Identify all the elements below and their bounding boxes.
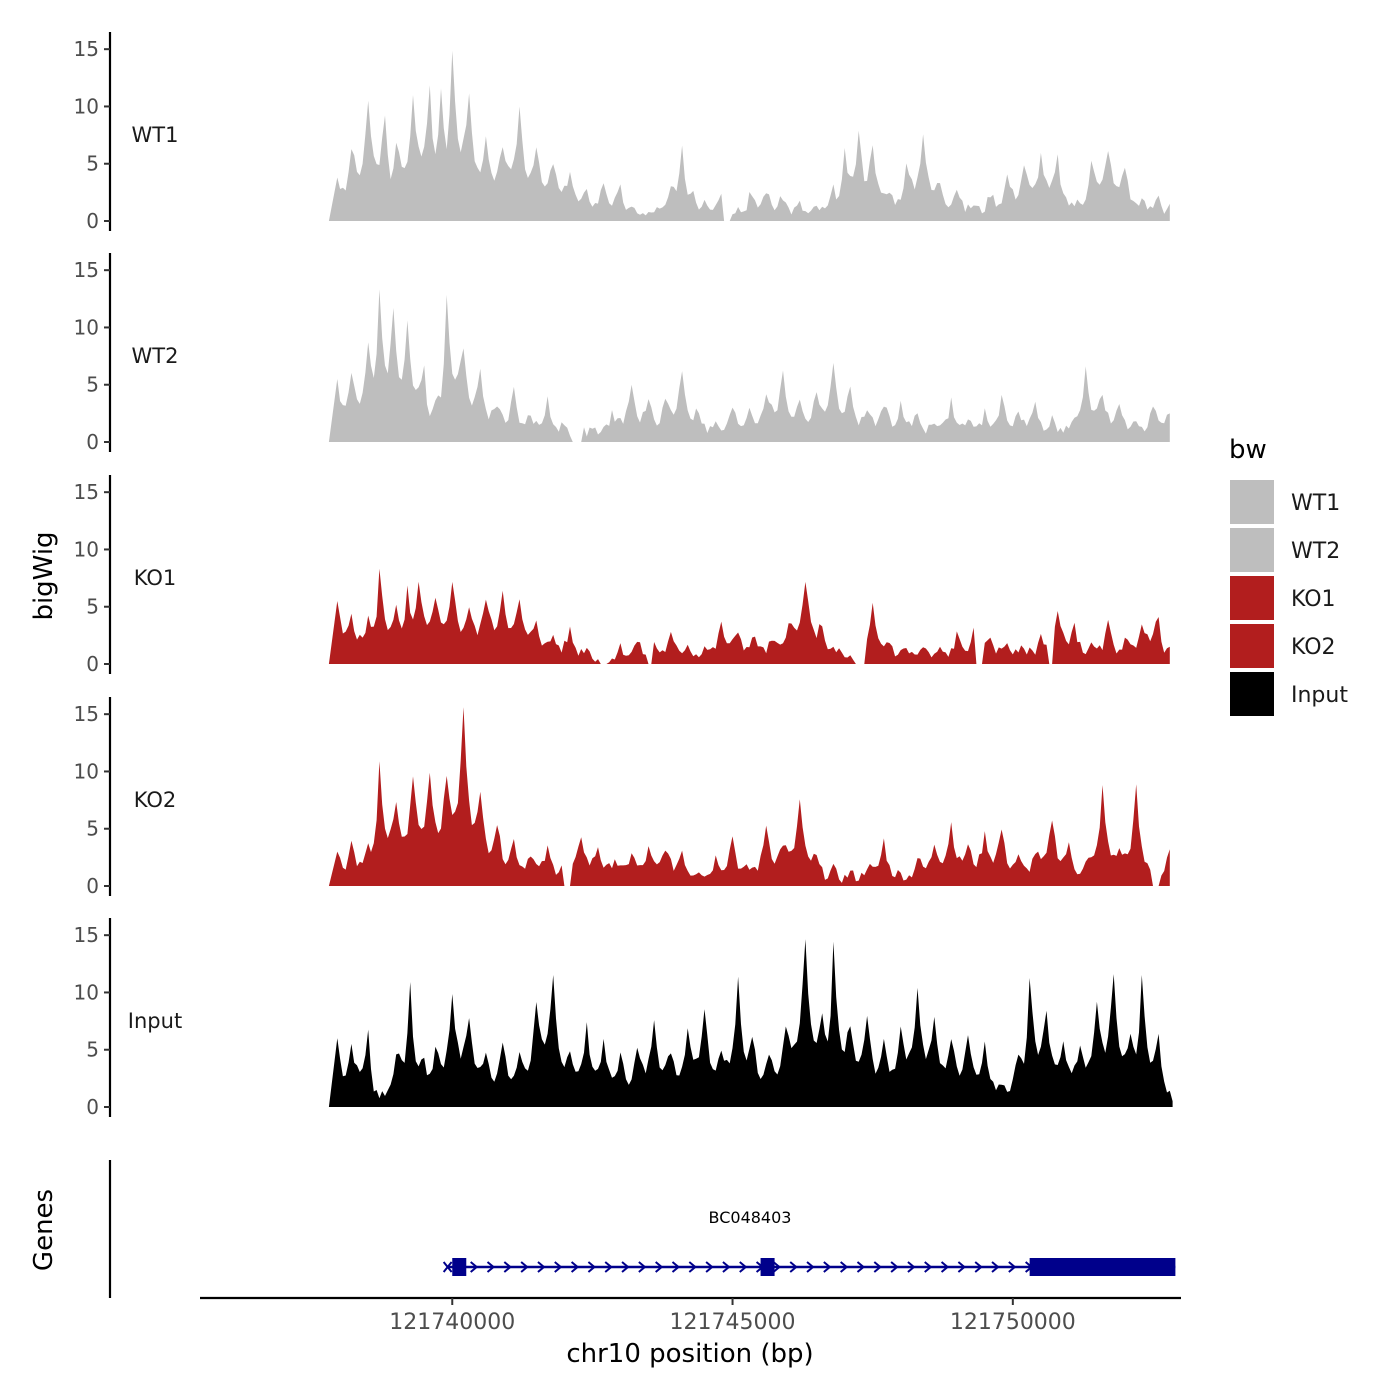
- track-ko2: 0 5 10 15 KO2: [74, 697, 1170, 898]
- y-tick-label: 15: [74, 258, 99, 282]
- y-tick-label: 0: [86, 209, 99, 233]
- legend-label: Input: [1291, 683, 1348, 708]
- x-axis: 121740000 121745000 121750000: [200, 1296, 1181, 1335]
- y-tick-label: 5: [86, 1038, 99, 1062]
- legend-label: WT2: [1291, 539, 1340, 564]
- strand-arrow: [621, 1261, 630, 1273]
- strand-arrow: [957, 1261, 966, 1273]
- strand-arrow: [671, 1261, 681, 1273]
- y-tick-label: 15: [74, 37, 99, 61]
- track-label: WT1: [132, 123, 179, 147]
- y-tick-label: 0: [86, 1095, 99, 1119]
- y-tick-label: 10: [74, 94, 99, 118]
- legend: bw WT1 WT2 KO1 KO2 Input: [1229, 435, 1348, 716]
- area-ko1: [328, 568, 1170, 664]
- strand-arrow: [537, 1261, 546, 1273]
- y-tick-label: 5: [86, 152, 99, 176]
- strand-arrow: [1008, 1261, 1017, 1273]
- strand-arrow: [940, 1261, 950, 1273]
- strand-arrow: [520, 1261, 529, 1273]
- area-wt2: [328, 289, 1170, 442]
- y-tick-label: 0: [86, 430, 99, 454]
- legend-label: KO2: [1291, 635, 1336, 660]
- legend-key-wt2: [1230, 528, 1274, 572]
- x-tick-label: 121745000: [670, 1310, 796, 1335]
- strand-arrow: [486, 1261, 496, 1273]
- legend-label: KO1: [1291, 587, 1336, 612]
- strand-arrow: [604, 1261, 613, 1273]
- track-wt2: 0 5 10 15 WT2: [74, 253, 1170, 454]
- strand-arrow: [924, 1261, 933, 1273]
- legend-title: bw: [1229, 435, 1267, 465]
- y-tick-label: 5: [86, 595, 99, 619]
- area-input: [328, 939, 1173, 1107]
- y-tick-label: 0: [86, 874, 99, 898]
- strand-arrow: [974, 1261, 983, 1273]
- y-tick-label: 0: [86, 652, 99, 676]
- track-label: Input: [128, 1009, 182, 1033]
- strand-arrow: [503, 1261, 512, 1273]
- strand-arrow: [470, 1261, 479, 1273]
- strand-arrow: [587, 1261, 596, 1273]
- legend-key-ko2: [1230, 624, 1274, 668]
- area-ko2: [328, 707, 1170, 886]
- track-label: KO1: [134, 566, 177, 590]
- strand-arrow: [655, 1261, 664, 1273]
- y-tick-label: 10: [74, 315, 99, 339]
- gene-exon: [760, 1258, 775, 1276]
- strand-arrow: [772, 1261, 781, 1273]
- y-tick-label: 15: [74, 702, 99, 726]
- y-tick-label: 10: [74, 759, 99, 783]
- gene-start-mark: [442, 1261, 453, 1273]
- y-tick-label: 10: [74, 980, 99, 1004]
- legend-key-input: [1230, 672, 1274, 716]
- strand-arrow: [806, 1261, 815, 1273]
- strand-arrow: [873, 1261, 882, 1273]
- strand-arrow: [705, 1261, 714, 1273]
- track-label: WT2: [132, 344, 179, 368]
- strand-arrow: [907, 1261, 916, 1273]
- y-tick-label: 5: [86, 817, 99, 841]
- genes-axis-title: Genes: [29, 1189, 59, 1271]
- x-tick-label: 121750000: [950, 1310, 1076, 1335]
- track-label: KO2: [134, 788, 177, 812]
- strand-arrow: [722, 1261, 731, 1273]
- strand-arrow: [856, 1261, 866, 1273]
- strand-arrow: [554, 1261, 563, 1273]
- strand-arrow: [991, 1261, 1000, 1273]
- y-axis-title: bigWig: [29, 531, 59, 620]
- x-tick-label: 121740000: [389, 1310, 515, 1335]
- y-tick-label: 5: [86, 373, 99, 397]
- track-input: 0 5 10 15 Input: [74, 918, 1173, 1119]
- gene-exon: [452, 1258, 467, 1276]
- y-tick-label: 15: [74, 480, 99, 504]
- strand-arrow: [823, 1261, 832, 1273]
- strand-arrow: [789, 1261, 798, 1273]
- y-tick-label: 10: [74, 537, 99, 561]
- strand-arrow: [688, 1261, 697, 1273]
- strand-arrow: [840, 1261, 849, 1273]
- legend-key-ko1: [1230, 576, 1274, 620]
- strand-arrow: [739, 1261, 748, 1273]
- area-wt1: [328, 50, 1170, 222]
- track-ko1: 0 5 10 15 KO1: [74, 475, 1170, 676]
- strand-arrow: [570, 1261, 580, 1273]
- legend-key-wt1: [1230, 480, 1274, 524]
- track-wt1: 0 5 10 15 WT1: [74, 32, 1170, 233]
- strand-arrow: [890, 1261, 899, 1273]
- bigwig-tracks: 0 5 10 15 WT1 0 5 10 15 WT2 0 5 10 15 KO1 0 5 10 15 KO2 0 5 10…: [74, 32, 1173, 1119]
- x-axis-title: chr10 position (bp): [566, 1339, 813, 1369]
- y-tick-label: 15: [74, 923, 99, 947]
- gene-panel: BC048403: [108, 1160, 1176, 1298]
- gene-exon: [1029, 1258, 1176, 1276]
- strand-arrow: [638, 1261, 647, 1273]
- legend-label: WT1: [1291, 491, 1340, 516]
- gene-name-label: BC048403: [709, 1208, 792, 1227]
